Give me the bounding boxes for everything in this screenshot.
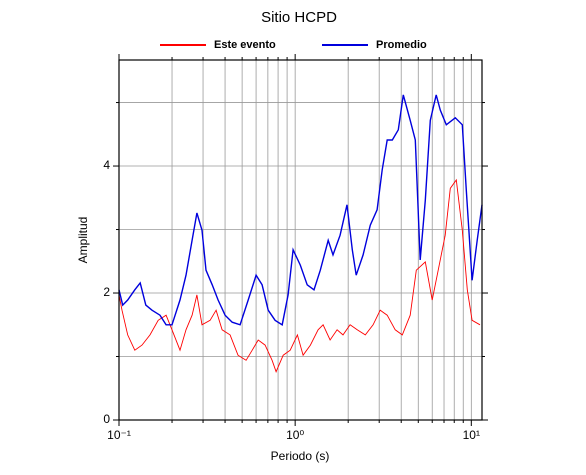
x-tick-label: 10¹ (463, 428, 480, 442)
x-tick-label: 10⁻¹ (107, 428, 131, 442)
y-axis-label: Amplitud (76, 217, 90, 264)
x-axis-label: Periodo (s) (271, 449, 330, 463)
y-tick-label: 0 (103, 412, 110, 426)
x-tick-label: 10⁰ (286, 428, 304, 442)
y-tick-label: 4 (103, 158, 110, 172)
legend-label: Promedio (376, 39, 427, 51)
legend-label: Este evento (214, 39, 276, 51)
plot-frame (118, 59, 483, 421)
series-line (118, 94, 483, 326)
chart-title: Sitio HCPD (261, 9, 337, 26)
series-line (118, 178, 481, 373)
y-tick-label: 2 (103, 285, 110, 299)
